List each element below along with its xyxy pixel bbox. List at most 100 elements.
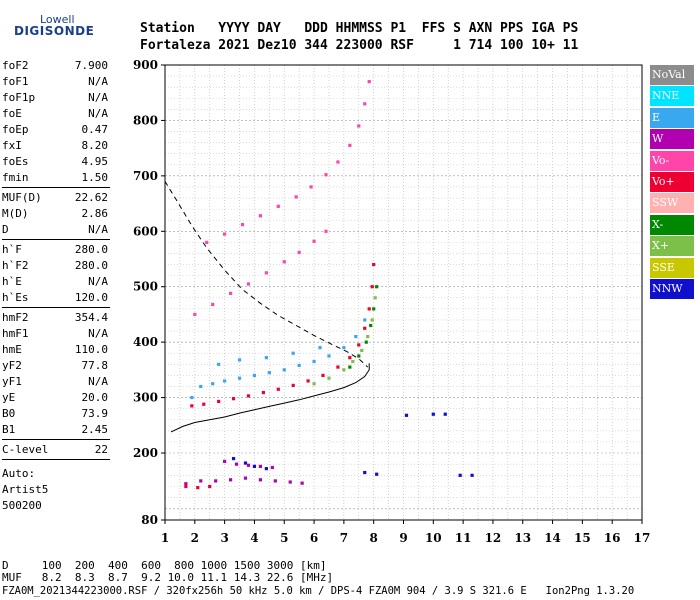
y-tick-label: 800 bbox=[133, 113, 158, 127]
param-label: B1 bbox=[2, 423, 16, 436]
echo-point bbox=[211, 302, 215, 307]
chart-axes: 1 2 3 4 5 6 7 8 9 10 11 12 13 14 15 16 17802003004005006… bbox=[133, 58, 650, 545]
param-value: N/A bbox=[88, 275, 108, 288]
echo-point bbox=[217, 399, 221, 404]
echo-point bbox=[360, 348, 364, 353]
y-tick-label: 500 bbox=[133, 280, 158, 294]
echo-point bbox=[327, 376, 331, 380]
echo-point bbox=[231, 456, 236, 461]
param-value: 354.4 bbox=[74, 311, 108, 324]
echo-point bbox=[282, 368, 286, 372]
legend-item-e: E bbox=[650, 107, 694, 128]
echo-point bbox=[270, 465, 274, 470]
echo-point bbox=[357, 343, 361, 347]
param-label: hmE bbox=[2, 343, 22, 356]
x-tick-label: 5 bbox=[280, 531, 288, 545]
y-tick-label: 80 bbox=[141, 513, 158, 527]
param-label: yE bbox=[2, 391, 16, 404]
param-h-f: h`F 280.0 bbox=[2, 242, 108, 258]
echo-point bbox=[366, 335, 370, 339]
x-tick-label: 1 bbox=[161, 531, 169, 545]
chart-grid bbox=[164, 64, 643, 520]
echo-point bbox=[370, 318, 374, 322]
param-value: 22.62 bbox=[74, 191, 108, 204]
curve-muf-virtual bbox=[164, 181, 369, 368]
echo-point bbox=[404, 413, 409, 417]
param-fmin: fmin 1.50 bbox=[2, 170, 108, 186]
echo-point bbox=[470, 473, 474, 477]
echo-point bbox=[193, 312, 197, 317]
param-value: 77.8 bbox=[81, 359, 109, 372]
param-label: foEs bbox=[2, 155, 29, 168]
x-tick-label: 6 bbox=[310, 531, 318, 545]
x-tick-label: 2 bbox=[191, 531, 199, 545]
param-hmf2: hmF2 354.4 bbox=[2, 310, 108, 326]
param-ye: yE 20.0 bbox=[2, 390, 108, 406]
param-separator bbox=[2, 239, 110, 240]
echo-point bbox=[264, 356, 268, 360]
param-label: fmin bbox=[2, 171, 29, 184]
echo-point bbox=[190, 395, 194, 400]
param-label: M(D) bbox=[2, 207, 29, 220]
legend-item-nne: NNE bbox=[650, 86, 694, 107]
echo-point bbox=[351, 359, 355, 364]
param-b1: B1 2.45 bbox=[2, 422, 108, 438]
echo-point bbox=[336, 160, 340, 164]
echo-point bbox=[199, 384, 203, 389]
header-row-1: Station YYYY DAY DDD HHMMSS P1 FFS S AXN… bbox=[140, 21, 579, 36]
echo-point bbox=[258, 478, 262, 482]
param-hme: hmE 110.0 bbox=[2, 342, 108, 358]
param-label: h`Es bbox=[2, 291, 29, 304]
echo-point bbox=[443, 412, 447, 416]
echo-point bbox=[261, 390, 265, 395]
echo-point bbox=[324, 229, 328, 233]
echo-point bbox=[370, 285, 374, 289]
echo-point bbox=[363, 318, 367, 322]
echo-point bbox=[276, 204, 280, 208]
y-tick-label: 700 bbox=[133, 169, 158, 183]
echo-point bbox=[214, 479, 218, 483]
param-b0: B0 73.9 bbox=[2, 406, 108, 422]
echo-point bbox=[199, 479, 203, 483]
echo-point bbox=[208, 484, 212, 489]
echo-point bbox=[336, 365, 340, 369]
param-value: N/A bbox=[88, 223, 108, 236]
legend-item-x-: X- bbox=[650, 214, 694, 235]
param-label: foEp bbox=[2, 123, 29, 136]
echo-point bbox=[357, 354, 361, 358]
param-hmf1: hmF1 N/A bbox=[2, 326, 108, 342]
param-value: 2.45 bbox=[81, 423, 109, 436]
echo-point bbox=[309, 185, 313, 189]
param-foes: foEs 4.95 bbox=[2, 154, 108, 170]
auto-info: 500200 bbox=[2, 498, 108, 514]
echo-point bbox=[264, 467, 268, 471]
x-tick-label: 7 bbox=[340, 531, 348, 545]
param-separator bbox=[2, 307, 110, 308]
param-label: h`F2 bbox=[2, 259, 29, 272]
param-value: 73.9 bbox=[81, 407, 109, 420]
series-1 bbox=[190, 318, 367, 400]
param-value: 120.0 bbox=[74, 291, 108, 304]
series-5 bbox=[184, 459, 304, 486]
param-value: 110.0 bbox=[74, 343, 108, 356]
echo-point bbox=[291, 383, 295, 387]
x-tick-label: 11 bbox=[455, 531, 472, 545]
series-0 bbox=[190, 262, 376, 408]
echo-point bbox=[237, 358, 242, 362]
echo-point bbox=[211, 382, 215, 386]
legend-item-sse: SSE bbox=[650, 257, 694, 278]
legend-item-nnw: NNW bbox=[650, 278, 694, 299]
series-6 bbox=[231, 412, 474, 477]
echo-point bbox=[217, 362, 221, 366]
param-label: yF1 bbox=[2, 375, 22, 388]
echo-point bbox=[312, 239, 316, 243]
echo-point bbox=[258, 214, 262, 218]
param-label: h`E bbox=[2, 275, 22, 288]
param-value: N/A bbox=[88, 375, 108, 388]
x-tick-label: 3 bbox=[220, 531, 228, 545]
param-label: hmF2 bbox=[2, 311, 29, 324]
echo-point bbox=[243, 461, 248, 465]
x-tick-label: 4 bbox=[250, 531, 258, 545]
x-tick-label: 12 bbox=[485, 531, 502, 545]
x-tick-label: 9 bbox=[399, 531, 407, 545]
